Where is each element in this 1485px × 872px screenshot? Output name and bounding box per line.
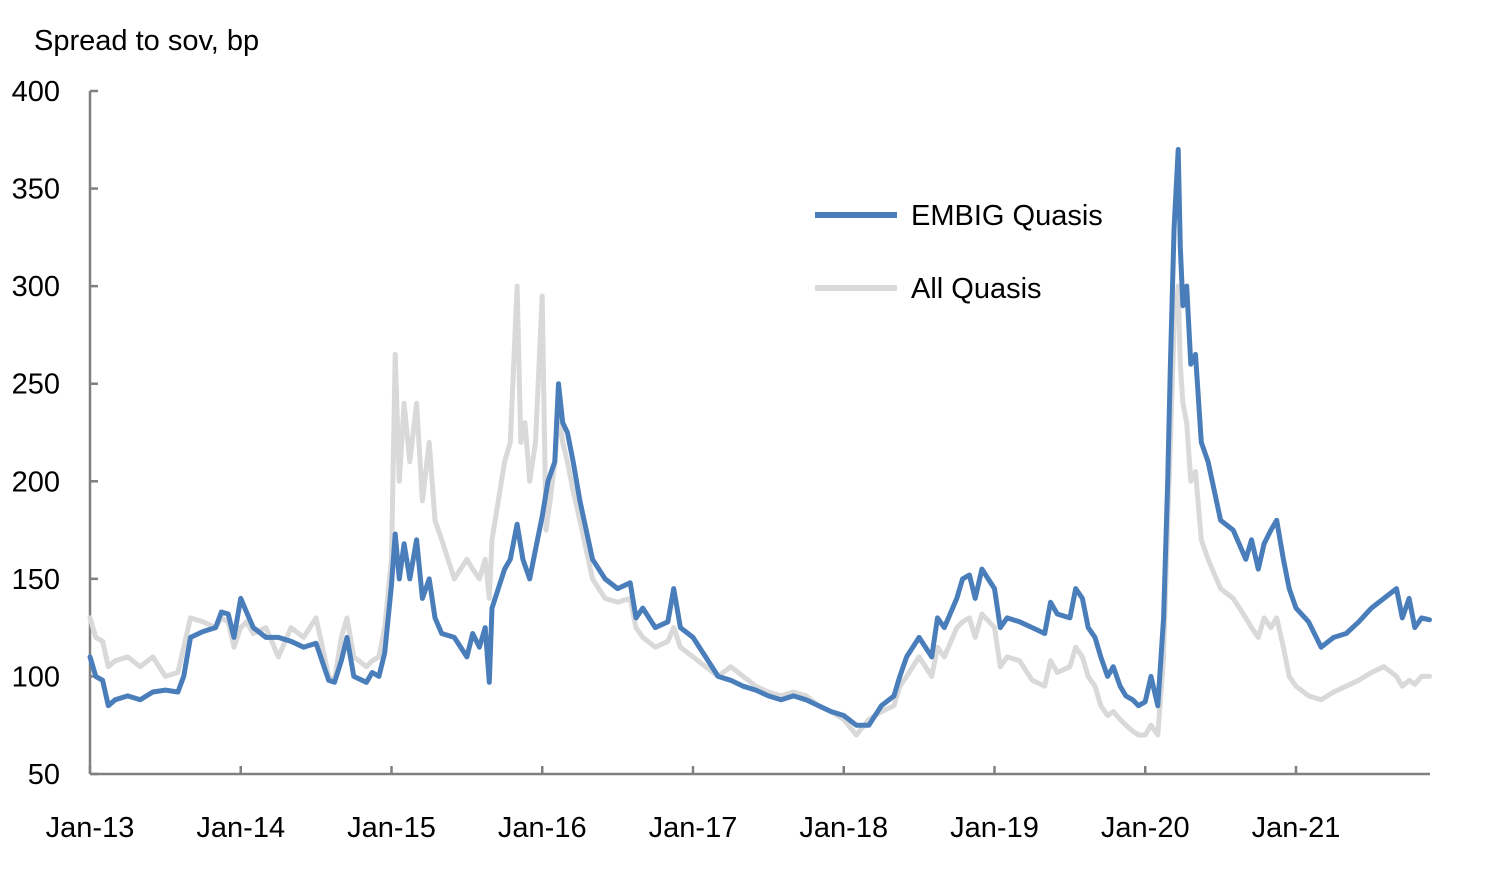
y-tick-label: 250 (12, 369, 60, 401)
y-axis: 50 100 150 200 250 300 350 400 (12, 76, 98, 791)
x-tick-label: Jan-16 (498, 812, 587, 844)
y-tick-label: 100 (12, 661, 60, 693)
x-axis: Jan-13 Jan-14 Jan-15 Jan-16 Jan-17 Jan-18 Jan-… (46, 766, 1430, 844)
series-line-0 (87, 147, 1432, 728)
y-tick-label: 50 (28, 759, 60, 791)
x-tick-label: Jan-15 (347, 812, 436, 844)
series-layer (87, 147, 1432, 738)
x-tick-label: Jan-14 (196, 812, 285, 844)
y-axis-label: Spread to sov, bp (34, 25, 259, 57)
x-tick-label: Jan-13 (46, 812, 135, 844)
x-tick-label: Jan-21 (1252, 812, 1341, 844)
x-tick-label: Jan-19 (950, 812, 1039, 844)
legend: EMBIG Quasis All Quasis (815, 200, 1103, 305)
y-tick-label: 400 (12, 76, 60, 108)
y-tick-label: 200 (12, 466, 60, 498)
y-tick-label: 150 (12, 564, 60, 596)
x-tick-label: Jan-20 (1101, 812, 1190, 844)
y-tick-label: 350 (12, 174, 60, 206)
series-line-1 (87, 283, 1432, 738)
x-tick-label: Jan-18 (799, 812, 888, 844)
y-tick-label: 300 (12, 271, 60, 303)
x-tick-label: Jan-17 (649, 812, 738, 844)
legend-label-0: EMBIG Quasis (911, 200, 1103, 232)
legend-label-1: All Quasis (911, 273, 1042, 305)
